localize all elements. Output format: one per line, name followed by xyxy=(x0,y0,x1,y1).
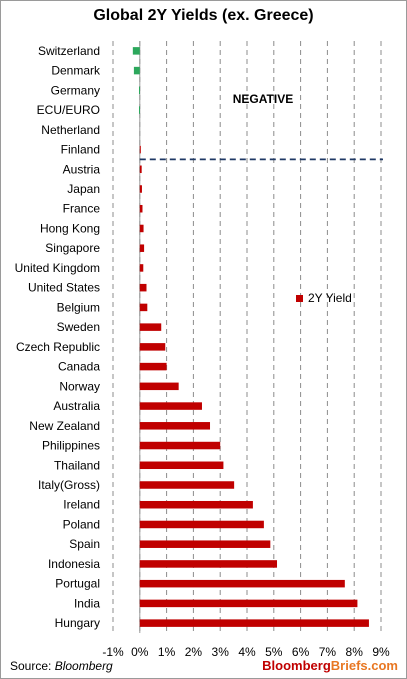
bar-ECU/EURO xyxy=(138,106,140,114)
bar-Thailand xyxy=(139,461,224,470)
bar-Canada xyxy=(139,362,167,371)
bar-Singapore xyxy=(139,244,145,252)
x-tick-label: 9% xyxy=(372,645,390,659)
legend-label: 2Y Yield xyxy=(308,291,352,305)
category-label: ECU/EURO xyxy=(37,103,100,117)
bar-Poland xyxy=(139,520,264,529)
bar-Portugal xyxy=(139,579,345,588)
category-label: Ireland xyxy=(63,498,100,512)
bar-New Zealand xyxy=(139,422,211,430)
bar-Hungary xyxy=(139,619,369,627)
category-label: Denmark xyxy=(51,64,101,78)
x-tick-label: 6% xyxy=(292,645,310,659)
bar-Denmark xyxy=(133,66,140,75)
category-label: Norway xyxy=(59,379,100,393)
category-label: Indonesia xyxy=(48,557,100,571)
bar-Czech Republic xyxy=(139,343,166,351)
bar-Belgium xyxy=(139,303,148,312)
bar-Sweden xyxy=(139,323,162,331)
category-label: Italy(Gross) xyxy=(38,478,100,492)
bar-France xyxy=(139,204,143,213)
category-label: United Kingdom xyxy=(15,261,100,275)
bar-Japan xyxy=(139,185,142,193)
category-label: Czech Republic xyxy=(16,340,100,354)
bar-Finland xyxy=(139,145,141,154)
bar-Ireland xyxy=(139,500,253,509)
category-label: France xyxy=(63,202,101,216)
x-tick-label: 1% xyxy=(158,645,176,659)
x-tick-label: 7% xyxy=(319,645,337,659)
x-tick-label: -1% xyxy=(102,645,124,659)
category-label: Hong Kong xyxy=(40,221,100,235)
bar-Italy(Gross) xyxy=(139,481,235,489)
x-tick-label: 8% xyxy=(346,645,364,659)
category-label: United States xyxy=(28,281,100,295)
category-label: Philippines xyxy=(42,439,100,453)
bar-Spain xyxy=(139,540,271,548)
category-label: Australia xyxy=(53,399,100,413)
category-label: Austria xyxy=(63,162,101,176)
x-tick-label: 4% xyxy=(238,645,256,659)
category-label: Germany xyxy=(51,83,100,97)
bar-Hong Kong xyxy=(139,224,144,233)
category-label: Japan xyxy=(67,182,100,196)
negative-annotation: NEGATIVE xyxy=(233,92,293,106)
category-label: Belgium xyxy=(57,300,100,314)
bar-India xyxy=(139,599,358,608)
category-label: Spain xyxy=(69,537,100,551)
bar-Switzerland xyxy=(132,47,140,55)
category-label: Thailand xyxy=(54,458,100,472)
source-name: Bloomberg xyxy=(54,659,113,673)
brand-part1: Bloomberg xyxy=(262,658,331,673)
source-note: Source: Bloomberg xyxy=(10,659,113,673)
category-label: Poland xyxy=(63,517,100,531)
category-label: New Zealand xyxy=(29,419,100,433)
brand-logo: BloombergBriefs.com xyxy=(262,658,398,673)
bar-United States xyxy=(139,283,147,292)
brand-part2: Briefs.com xyxy=(330,658,398,673)
x-tick-label: 0% xyxy=(131,645,149,659)
category-label: Finland xyxy=(61,143,100,157)
legend-swatch xyxy=(296,295,303,302)
category-label: Singapore xyxy=(45,241,100,255)
category-label: Sweden xyxy=(57,320,100,334)
bar-Indonesia xyxy=(139,560,278,568)
bar-Australia xyxy=(139,402,202,410)
bar-Norway xyxy=(139,382,179,391)
chart-title: Global 2Y Yields (ex. Greece) xyxy=(93,7,314,24)
category-label: Netherland xyxy=(41,123,100,137)
bar-Philippines xyxy=(139,441,221,450)
x-tick-label: 2% xyxy=(185,645,203,659)
category-label: Hungary xyxy=(55,616,100,630)
bar-Austria xyxy=(139,165,142,174)
x-tick-label: 3% xyxy=(212,645,230,659)
source-prefix: Source: xyxy=(10,659,52,673)
category-label: India xyxy=(74,596,100,610)
category-label: Canada xyxy=(58,360,100,374)
x-tick-label: 5% xyxy=(265,645,283,659)
bar-Germany xyxy=(138,86,140,95)
category-label: Switzerland xyxy=(38,44,100,58)
category-label: Portugal xyxy=(55,577,100,591)
bar-United Kingdom xyxy=(139,264,144,272)
